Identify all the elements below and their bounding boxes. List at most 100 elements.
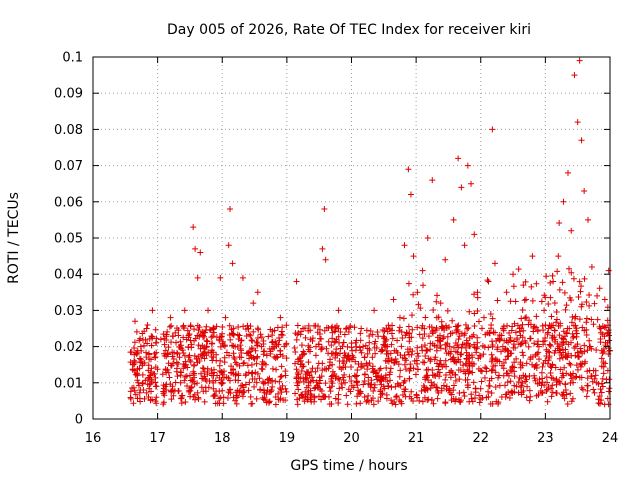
data-point xyxy=(341,371,348,378)
data-point xyxy=(520,282,527,289)
data-point xyxy=(195,395,202,402)
data-point xyxy=(294,322,301,329)
data-point xyxy=(481,374,488,381)
data-point xyxy=(269,365,276,372)
data-point xyxy=(430,400,437,407)
data-point xyxy=(461,242,468,249)
data-point xyxy=(254,325,261,332)
data-point xyxy=(427,346,434,353)
data-point xyxy=(504,347,511,354)
data-point xyxy=(488,367,495,374)
data-point xyxy=(177,372,184,379)
y-tick-labels: 0 0.01 0.02 0.03 0.04 0.05 0.06 0.07 0.08 0.09 0.1 xyxy=(54,51,83,428)
data-point xyxy=(374,329,381,336)
data-point xyxy=(358,360,365,367)
data-point xyxy=(220,400,227,407)
data-point xyxy=(387,350,394,357)
data-point xyxy=(541,307,548,314)
data-point xyxy=(488,325,495,332)
data-point xyxy=(165,369,172,376)
data-point xyxy=(168,322,175,329)
data-point xyxy=(245,387,252,394)
data-point xyxy=(474,289,481,296)
data-point xyxy=(533,392,540,399)
data-point xyxy=(584,347,591,354)
data-point xyxy=(577,345,584,352)
data-point xyxy=(513,355,520,362)
data-point xyxy=(367,384,374,391)
data-point xyxy=(567,361,574,368)
data-point xyxy=(605,267,612,274)
data-point xyxy=(408,351,415,358)
data-point xyxy=(132,349,139,356)
data-point xyxy=(596,393,603,400)
data-point xyxy=(598,355,605,362)
data-point xyxy=(178,400,185,407)
data-point xyxy=(203,337,210,344)
data-point xyxy=(321,327,328,334)
data-point xyxy=(546,353,553,360)
data-point xyxy=(489,343,496,350)
data-point xyxy=(437,345,444,352)
data-point xyxy=(383,391,390,398)
data-point xyxy=(248,354,255,361)
data-point xyxy=(588,345,595,352)
data-point xyxy=(428,324,435,331)
data-point xyxy=(564,169,571,176)
data-point xyxy=(335,325,342,332)
data-point xyxy=(531,323,538,330)
data-point xyxy=(419,322,426,329)
data-point xyxy=(226,322,233,329)
data-point xyxy=(553,390,560,397)
data-point xyxy=(423,372,430,379)
data-point xyxy=(571,72,578,79)
data-point xyxy=(456,376,463,383)
data-point xyxy=(383,350,390,357)
data-point xyxy=(299,351,306,358)
data-point xyxy=(348,340,355,347)
data-point xyxy=(331,339,338,346)
data-point xyxy=(307,327,314,334)
data-point xyxy=(344,401,351,408)
data-point xyxy=(432,326,439,333)
data-point xyxy=(578,303,585,310)
data-point xyxy=(498,332,505,339)
data-point xyxy=(260,396,267,403)
data-point xyxy=(502,382,509,389)
data-point xyxy=(366,339,373,346)
data-point xyxy=(462,377,469,384)
data-point xyxy=(579,386,586,393)
data-point xyxy=(353,400,360,407)
data-point xyxy=(329,335,336,342)
data-point xyxy=(294,370,301,377)
data-point xyxy=(431,342,438,349)
data-point xyxy=(549,382,556,389)
data-point xyxy=(352,358,359,365)
data-point xyxy=(219,387,226,394)
data-point xyxy=(338,380,345,387)
data-point xyxy=(318,335,325,342)
data-point xyxy=(342,379,349,386)
data-point xyxy=(492,369,499,376)
data-point xyxy=(260,340,267,347)
data-point xyxy=(389,322,396,329)
data-point xyxy=(533,280,540,287)
data-point xyxy=(601,296,608,303)
data-point xyxy=(369,354,376,361)
data-point xyxy=(597,400,604,407)
data-point xyxy=(520,352,527,359)
data-point xyxy=(526,397,533,404)
data-point xyxy=(161,352,168,359)
data-point xyxy=(482,364,489,371)
data-point xyxy=(474,294,481,301)
data-point xyxy=(471,231,478,238)
y-tick-label: 0 xyxy=(75,413,83,428)
data-point xyxy=(147,397,154,404)
data-point xyxy=(203,378,210,385)
data-point xyxy=(185,343,192,350)
data-point xyxy=(518,325,525,332)
data-point xyxy=(394,337,401,344)
data-point xyxy=(343,392,350,399)
data-point xyxy=(294,396,301,403)
data-point xyxy=(259,358,266,365)
